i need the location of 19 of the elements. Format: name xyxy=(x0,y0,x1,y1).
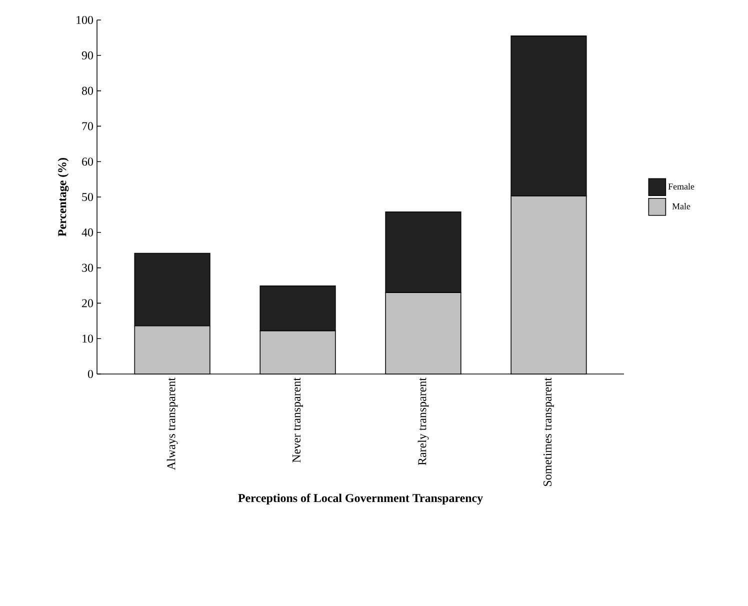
x-tick-label: Rarely transparent xyxy=(418,378,429,466)
y-tick-label: 20 xyxy=(82,299,94,308)
x-axis-title: Perceptions of Local Government Transparency xyxy=(238,494,483,505)
x-tick-label: Always transparent xyxy=(166,378,178,470)
y-tick-label: 70 xyxy=(82,122,94,130)
y-tick-label: 60 xyxy=(82,158,94,166)
legend-label: Male xyxy=(672,203,690,210)
x-tick-label: Sometimes transparent xyxy=(543,378,554,486)
y-tick-label: 30 xyxy=(82,264,94,272)
y-tick-label: 50 xyxy=(82,192,94,202)
x-tick-label: Never transparent xyxy=(292,378,303,462)
y-tick-label: 0 xyxy=(88,370,94,378)
y-tick-label: 40 xyxy=(82,228,94,236)
y-tick-label: 90 xyxy=(82,51,94,60)
y-tick-label: 80 xyxy=(82,86,94,95)
y-axis-title: Percentage (%) xyxy=(58,158,69,236)
y-tick-label: 10 xyxy=(82,334,94,343)
y-tick-label: 100 xyxy=(76,16,94,24)
legend-label: Female xyxy=(668,183,694,190)
